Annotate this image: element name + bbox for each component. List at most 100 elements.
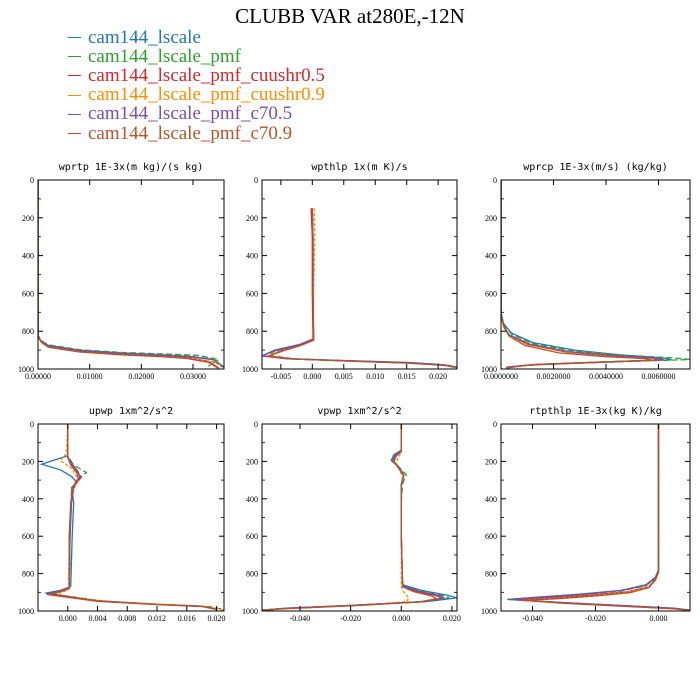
y-tick-label: 400 xyxy=(485,252,497,261)
series-line-6 xyxy=(46,424,217,611)
series-line-4 xyxy=(59,424,224,611)
legend-swatch xyxy=(68,94,81,96)
legend-label: cam144_lscale_pmf_cuushr0.9 xyxy=(88,84,325,106)
series-line-2 xyxy=(52,424,224,611)
series-line-1 xyxy=(501,180,672,368)
x-tick-label: 0.020 xyxy=(429,372,447,381)
x-tick-label: 0.020 xyxy=(443,614,461,623)
x-tick-label: 0.012 xyxy=(148,614,166,623)
legend-item: cam144_lscale_pmf xyxy=(68,46,325,67)
y-tick-label: 400 xyxy=(22,495,34,504)
series-line-2 xyxy=(262,424,450,611)
series-line-5 xyxy=(46,424,217,610)
series-line-3 xyxy=(38,180,220,369)
series-line-3 xyxy=(516,424,690,611)
series-line-4 xyxy=(501,180,664,369)
y-tick-label: 200 xyxy=(485,214,497,223)
y-tick-label: 600 xyxy=(246,289,258,298)
y-tick-label: 400 xyxy=(246,495,258,504)
legend-label: cam144_lscale_pmf_c70.5 xyxy=(88,103,293,125)
legend: cam144_lscale cam144_lscale_pmf cam144_l… xyxy=(68,26,325,144)
x-tick-label: 0.016 xyxy=(178,614,196,623)
y-tick-label: 800 xyxy=(485,327,497,336)
y-tick-label: 1000 xyxy=(242,607,258,616)
subplot-3: wprcp 1E-3x(m/s) (kg/kg) 0 200 400 600 800 100… xyxy=(481,162,691,381)
series-line-5 xyxy=(262,424,447,611)
y-tick-label: 600 xyxy=(485,289,497,298)
x-tick-label: -0.005 xyxy=(271,372,292,381)
legend-swatch xyxy=(68,56,81,58)
subplot-5: vpwp 1xm^2/s^2 0 200 400 600 800 1000 -0.040 -0.… xyxy=(242,406,461,623)
x-tick-label: 0.01000 xyxy=(77,372,103,381)
subplot-title: wprtp 1E-3x(m kg)/(s kg) xyxy=(59,162,204,173)
x-tick-label: 0.000 xyxy=(303,372,321,381)
x-tick-label: 0.0040000 xyxy=(589,372,623,381)
series-line-3 xyxy=(262,424,444,611)
series-line-4 xyxy=(265,208,457,368)
y-tick-label: 0 xyxy=(254,420,258,429)
x-tick-label: -0.040 xyxy=(522,614,543,623)
series-line-2 xyxy=(38,180,221,367)
series-line-5 xyxy=(38,180,224,369)
y-tick-label: 600 xyxy=(22,289,34,298)
y-tick-label: 800 xyxy=(22,570,34,579)
plot-frame xyxy=(37,179,225,370)
y-tick-label: 200 xyxy=(485,457,497,466)
y-tick-label: 1000 xyxy=(18,607,34,616)
series-line-4 xyxy=(38,180,224,369)
subplot-title: upwp 1xm^2/s^2 xyxy=(89,406,173,417)
subplot-title: wprcp 1E-3x(m/s) (kg/kg) xyxy=(523,162,668,173)
x-tick-label: 0.03000 xyxy=(180,372,206,381)
y-tick-label: 1000 xyxy=(18,365,34,374)
legend-item: cam144_lscale xyxy=(68,26,325,48)
legend-item: cam144_lscale_pmf_c70.9 xyxy=(68,123,325,144)
legend-swatch xyxy=(68,133,81,135)
plot-frame xyxy=(37,423,225,612)
x-tick-label: -0.020 xyxy=(585,614,606,623)
series-line-3 xyxy=(265,208,457,369)
series-line-6 xyxy=(268,208,457,369)
y-tick-label: 200 xyxy=(22,214,34,223)
y-tick-label: 0 xyxy=(254,176,258,185)
legend-label: cam144_lscale xyxy=(88,26,201,48)
y-tick-label: 0 xyxy=(493,176,497,185)
y-tick-label: 600 xyxy=(485,532,497,541)
series-line-2 xyxy=(266,208,457,369)
plot-frame xyxy=(500,423,691,612)
y-tick-label: 200 xyxy=(246,214,258,223)
x-tick-label: 0.004 xyxy=(89,614,107,623)
x-tick-label: 0.010 xyxy=(366,372,384,381)
legend-label: cam144_lscale_pmf_cuushr0.5 xyxy=(88,64,325,86)
legend-swatch xyxy=(68,113,81,115)
subplot-title: rtpthlp 1E-3x(kg K)/kg xyxy=(529,406,661,417)
series-line-6 xyxy=(501,180,654,369)
legend-item: cam144_lscale_pmf_c70.5 xyxy=(68,103,325,125)
series-line-2 xyxy=(501,180,690,368)
series-line-5 xyxy=(262,208,457,368)
y-tick-label: 0 xyxy=(30,420,34,429)
y-tick-label: 800 xyxy=(22,327,34,336)
x-tick-label: 0.000 xyxy=(650,614,668,623)
x-tick-label: -0.040 xyxy=(290,614,311,623)
plot-frame xyxy=(261,179,458,370)
x-tick-label: 0.020 xyxy=(208,614,226,623)
y-tick-label: 200 xyxy=(22,457,34,466)
series-line-3 xyxy=(49,424,217,610)
subplot-6: rtpthlp 1E-3x(kg K)/kg 0 200 400 600 800 1000 -… xyxy=(481,406,691,623)
x-tick-label: 0.02000 xyxy=(128,372,154,381)
x-tick-label: 0.000 xyxy=(392,614,410,623)
series-line-1 xyxy=(38,180,224,368)
series-line-6 xyxy=(38,180,220,369)
subplot-title: wpthlp 1x(m K)/s xyxy=(311,162,407,173)
x-tick-label: 0.00000 xyxy=(25,372,51,381)
x-tick-label: 0.015 xyxy=(398,372,416,381)
x-tick-label: 0.0000000 xyxy=(484,372,518,381)
y-tick-label: 400 xyxy=(485,495,497,504)
y-tick-label: 200 xyxy=(246,457,258,466)
y-tick-label: 0 xyxy=(493,420,497,429)
series-line-4 xyxy=(262,424,410,611)
y-tick-label: 1000 xyxy=(481,607,497,616)
y-tick-label: 600 xyxy=(246,532,258,541)
y-tick-label: 400 xyxy=(246,252,258,261)
